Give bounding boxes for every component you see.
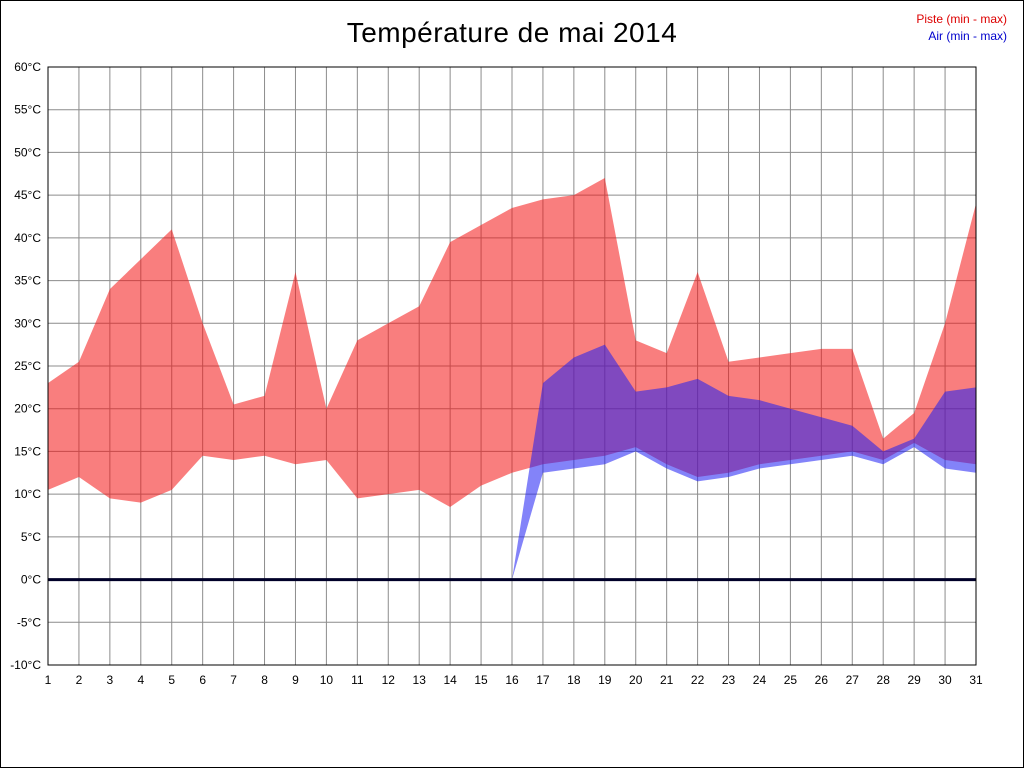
x-tick-label: 4 — [137, 673, 144, 687]
legend: Piste (min - max) Air (min - max) — [916, 11, 1007, 45]
x-tick-label: 12 — [382, 673, 396, 687]
x-tick-label: 29 — [907, 673, 921, 687]
x-tick-label: 10 — [320, 673, 334, 687]
y-tick-label: 45°C — [14, 188, 41, 202]
y-tick-label: 15°C — [14, 444, 41, 458]
x-tick-label: 11 — [351, 673, 364, 687]
x-tick-label: 24 — [753, 673, 767, 687]
x-tick-label: 25 — [784, 673, 798, 687]
x-tick-label: 14 — [443, 673, 457, 687]
y-tick-label: -5°C — [17, 615, 41, 629]
x-tick-label: 18 — [567, 673, 581, 687]
x-tick-label: 6 — [199, 673, 206, 687]
x-tick-label: 5 — [168, 673, 175, 687]
y-tick-label: -10°C — [10, 658, 41, 672]
x-tick-label: 8 — [261, 673, 268, 687]
y-tick-label: 30°C — [14, 316, 41, 330]
y-tick-label: 10°C — [14, 487, 41, 501]
y-tick-label: 50°C — [14, 145, 41, 159]
legend-item-air: Air (min - max) — [928, 29, 1007, 43]
x-tick-label: 16 — [505, 673, 519, 687]
x-tick-label: 27 — [846, 673, 860, 687]
y-tick-label: 35°C — [14, 274, 41, 288]
x-tick-label: 21 — [660, 673, 674, 687]
x-tick-label: 3 — [107, 673, 114, 687]
x-tick-label: 9 — [292, 673, 299, 687]
y-tick-label: 40°C — [14, 231, 41, 245]
chart-title: Température de mai 2014 — [346, 17, 678, 48]
x-tick-label: 28 — [877, 673, 891, 687]
x-tick-label: 15 — [474, 673, 488, 687]
y-tick-label: 25°C — [14, 359, 41, 373]
x-tick-label: 20 — [629, 673, 643, 687]
x-tick-label: 31 — [969, 673, 983, 687]
x-tick-label: 7 — [230, 673, 237, 687]
x-tick-label: 19 — [598, 673, 612, 687]
y-tick-label: 55°C — [14, 103, 41, 117]
x-tick-label: 22 — [691, 673, 705, 687]
plot-border — [47, 66, 977, 666]
x-tick-label: 1 — [45, 673, 52, 687]
x-tick-label: 13 — [413, 673, 427, 687]
x-tick-label: 2 — [76, 673, 83, 687]
y-tick-label: 5°C — [21, 530, 41, 544]
x-tick-label: 30 — [938, 673, 952, 687]
x-tick-label: 26 — [815, 673, 829, 687]
y-tick-label: 0°C — [21, 573, 41, 587]
x-tick-label: 23 — [722, 673, 736, 687]
air-band — [48, 344, 976, 580]
y-tick-label: 20°C — [14, 402, 41, 416]
y-tick-label: 60°C — [14, 60, 41, 74]
x-tick-label: 17 — [536, 673, 550, 687]
legend-item-piste: Piste (min - max) — [916, 12, 1007, 26]
